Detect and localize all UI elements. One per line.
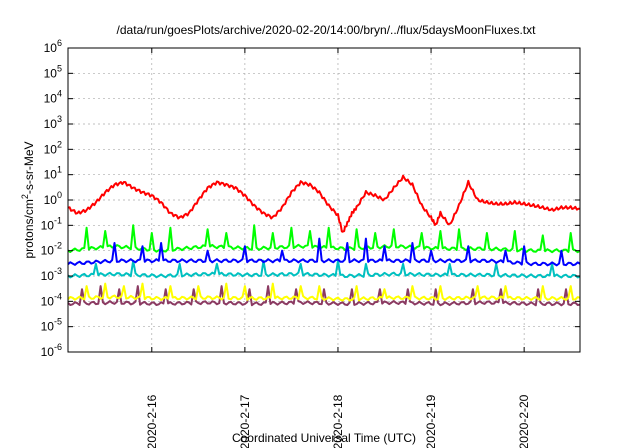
x-tick-label: 2020-2-19 [424,394,438,448]
y-tick-label: 10-5 [41,317,62,334]
x-tick-label: 2020-2-18 [331,394,345,448]
series-line-3 [67,259,581,279]
y-axis-label: protons/cm2-s-sr-MeV [20,141,36,258]
y-tick-label: 10-2 [41,241,62,258]
y-tick-label: 10-3 [41,266,62,283]
y-tick-label: 106 [44,38,62,55]
y-tick-label: 103 [44,114,62,131]
series-line-1 [67,224,581,254]
x-axis-label: Coordinated Universal Time (UTC) [232,431,416,445]
y-tick-label: 104 [44,89,62,106]
y-tick-label: 101 [44,165,62,182]
y-tick-label: 105 [44,63,62,80]
x-tick-label: 2020-2-20 [517,394,531,448]
y-tick-label: 10-4 [41,291,62,308]
x-tick-label: 2020-2-16 [145,394,159,448]
series-layer [67,174,581,307]
x-axis: 2020-2-16 2020-2-17 2020-2-18 2020-2-19 2020… [145,48,531,448]
y-tick-label: 10-6 [41,342,62,359]
series-line-5 [67,285,581,307]
y-tick-label: 100 [44,190,62,207]
y-tick-label: 10-1 [41,215,62,232]
series-line-2 [67,237,581,267]
series-line-4 [67,282,581,302]
y-tick-label: 102 [44,139,62,156]
x-tick-label: 2020-2-17 [238,394,252,448]
chart-title: /data/run/goesPlots/archive/2020-02-20/1… [117,23,537,37]
series-line-0 [67,174,580,233]
y-axis: 10-6 10-5 10-4 10-3 10-2 10-1 100 101 102 103 104 1… [41,38,580,359]
